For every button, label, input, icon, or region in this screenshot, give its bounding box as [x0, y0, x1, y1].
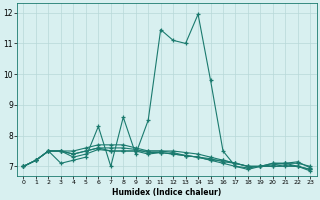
X-axis label: Humidex (Indice chaleur): Humidex (Indice chaleur): [112, 188, 221, 197]
